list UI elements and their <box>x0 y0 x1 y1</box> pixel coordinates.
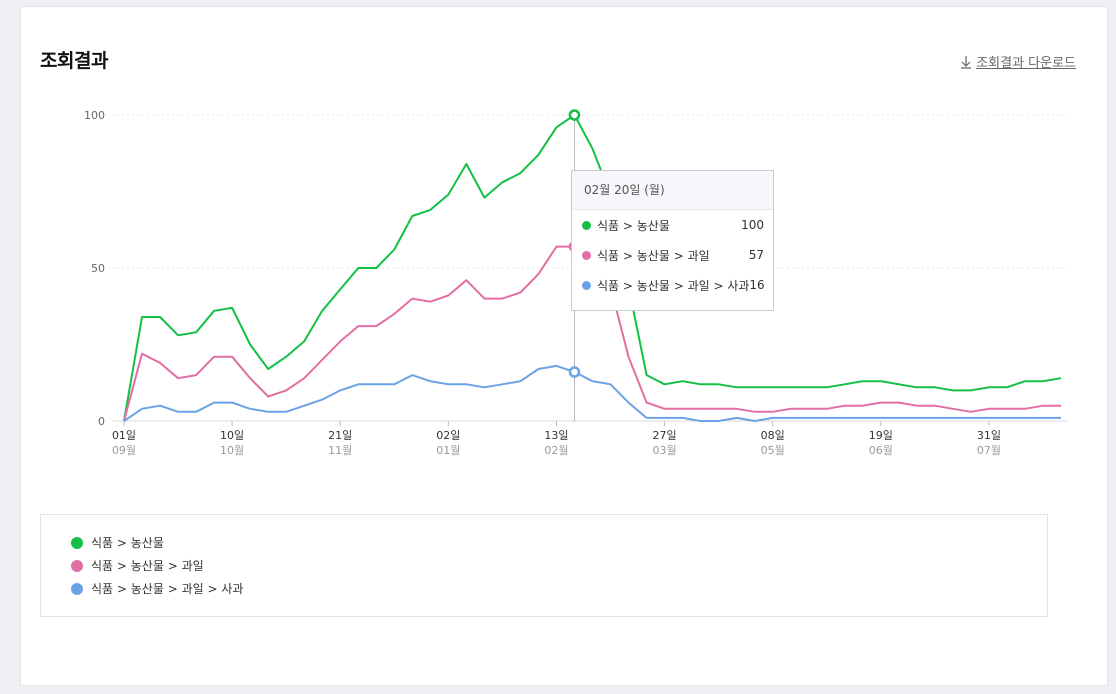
x-tick-sublabel: 05월 <box>761 444 785 457</box>
x-tick-label: 19일 <box>869 428 893 442</box>
legend-label: 식품 > 농산물 > 과일 > 사과 <box>91 582 244 596</box>
y-tick-label: 100 <box>84 109 105 122</box>
tooltip-series-dot <box>582 220 591 230</box>
results-card <box>20 6 1108 686</box>
x-tick-sublabel: 07월 <box>977 444 1001 457</box>
tooltip-series-value: 57 <box>748 248 764 262</box>
series-line-1 <box>123 114 1062 422</box>
x-axis: 01일 09월 10일 10월 21일 11월 02일 01월 13일 02월 27일 03월 08일 0… <box>112 421 1001 457</box>
y-axis: 0 50 100 <box>84 109 105 428</box>
x-tick-label: 27일 <box>653 428 677 442</box>
legend-item-series-3[interactable]: 식품 > 농산물 > 과일 > 사과 <box>41 577 1047 600</box>
x-tick-sublabel: 03월 <box>653 444 677 457</box>
legend-item-series-1[interactable]: 식품 > 농산물 <box>41 531 1047 554</box>
legend-item-series-2[interactable]: 식품 > 농산물 > 과일 <box>41 554 1047 577</box>
tooltip-row: 식품 > 농산물 > 과일 > 사과 16 <box>572 270 773 300</box>
x-tick-label: 08일 <box>761 428 785 442</box>
y-tick-label: 0 <box>98 415 105 428</box>
legend-dot <box>71 536 83 549</box>
x-tick-label: 02일 <box>436 428 460 442</box>
x-tick-sublabel: 01월 <box>436 444 460 457</box>
x-tick-label: 10일 <box>220 428 244 442</box>
x-tick-sublabel: 06월 <box>869 444 893 457</box>
tooltip-series-name: 식품 > 농산물 > 과일 <box>597 248 710 263</box>
legend-dot <box>71 559 83 572</box>
highlight-point-3 <box>568 366 581 378</box>
x-tick-label: 01일 <box>112 428 136 442</box>
tooltip-series-name: 식품 > 농산물 > 과일 > 사과 <box>597 278 750 293</box>
y-tick-label: 50 <box>91 262 105 275</box>
download-results-link[interactable]: 조회결과 다운로드 <box>960 52 1076 71</box>
chart-tooltip: 02월 20일 (월) 식품 > 농산물 100 식품 > 농산물 > 과일 5… <box>571 170 774 311</box>
x-tick-sublabel: 11월 <box>328 444 352 457</box>
tooltip-series-value: 16 <box>749 278 765 292</box>
legend-dot <box>71 582 83 595</box>
x-tick-label: 31일 <box>977 428 1001 442</box>
x-tick-label: 21일 <box>328 428 352 442</box>
download-icon <box>960 55 972 69</box>
legend-label: 식품 > 농산물 <box>91 536 164 550</box>
chart-grid <box>112 114 1068 422</box>
tooltip-series-dot <box>582 250 591 260</box>
x-tick-sublabel: 02월 <box>544 444 568 457</box>
tooltip-date: 02월 20일 (월) <box>572 171 773 210</box>
page-title: 조회결과 <box>40 50 108 72</box>
x-tick-sublabel: 10월 <box>220 444 244 457</box>
chart-legend: 식품 > 농산물 식품 > 농산물 > 과일 식품 > 농산물 > 과일 > 사… <box>40 514 1048 617</box>
download-label: 조회결과 다운로드 <box>976 56 1076 71</box>
tooltip-series-value: 100 <box>741 218 764 232</box>
x-tick-label: 13일 <box>544 428 568 442</box>
tooltip-row: 식품 > 농산물 100 <box>572 210 773 240</box>
tooltip-row: 식품 > 농산물 > 과일 57 <box>572 240 773 270</box>
tooltip-series-name: 식품 > 농산물 <box>597 218 670 233</box>
highlight-point-1 <box>568 109 581 121</box>
legend-label: 식품 > 농산물 > 과일 <box>91 559 204 573</box>
series-line-3 <box>123 364 1061 422</box>
x-tick-sublabel: 09월 <box>112 444 136 457</box>
tooltip-series-dot <box>582 280 591 290</box>
